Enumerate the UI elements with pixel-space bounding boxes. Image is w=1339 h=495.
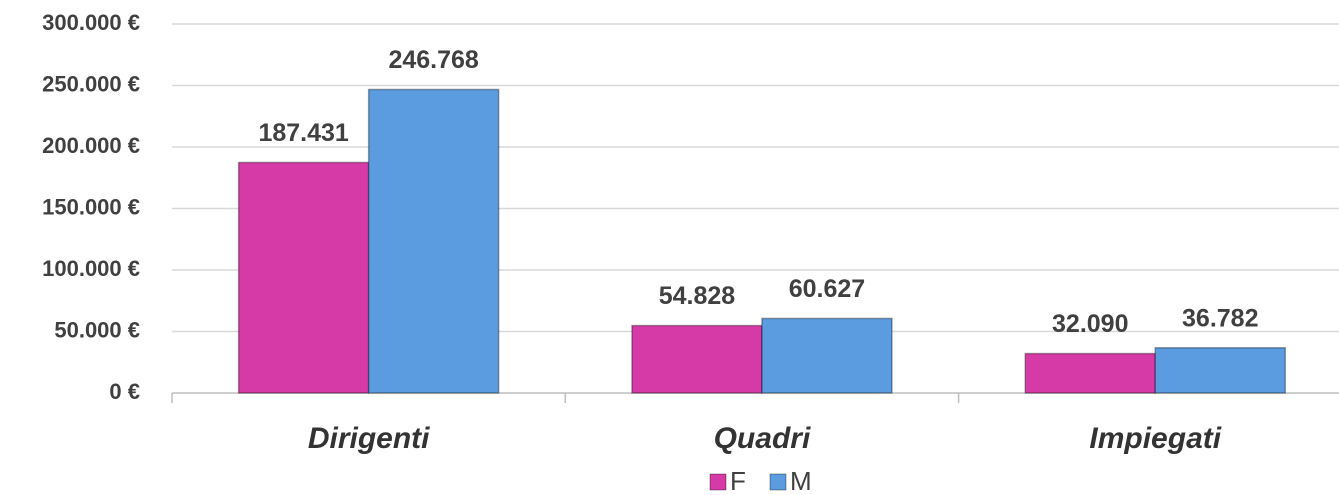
legend-label: F	[730, 466, 746, 495]
y-tick-label: 200.000 €	[42, 133, 140, 158]
bar	[1154, 347, 1286, 394]
bar	[761, 317, 893, 394]
x-tick-label: Dirigenti	[308, 422, 430, 455]
bar	[237, 161, 370, 394]
bar	[367, 88, 500, 394]
bar	[631, 324, 763, 394]
legend-swatch	[709, 473, 727, 491]
value-label: 246.768	[388, 46, 478, 74]
y-tick-label: 150.000 €	[42, 194, 140, 219]
value-label: 187.431	[258, 119, 348, 147]
legend-label: M	[790, 466, 812, 495]
value-label: 54.828	[659, 282, 736, 310]
bar	[1024, 352, 1156, 394]
y-tick-label: 50.000 €	[54, 317, 140, 342]
y-tick-label: 0 €	[109, 379, 140, 404]
y-tick-label: 100.000 €	[42, 256, 140, 281]
y-tick-label: 250.000 €	[42, 71, 140, 96]
y-tick-label: 300.000 €	[42, 10, 140, 35]
value-label: 60.627	[789, 275, 865, 303]
x-tick-label: Quadri	[714, 422, 811, 455]
value-label: 36.782	[1182, 304, 1258, 332]
value-label: 32.090	[1052, 310, 1128, 338]
legend-swatch	[769, 473, 787, 491]
x-tick-label: Impiegati	[1089, 422, 1221, 455]
